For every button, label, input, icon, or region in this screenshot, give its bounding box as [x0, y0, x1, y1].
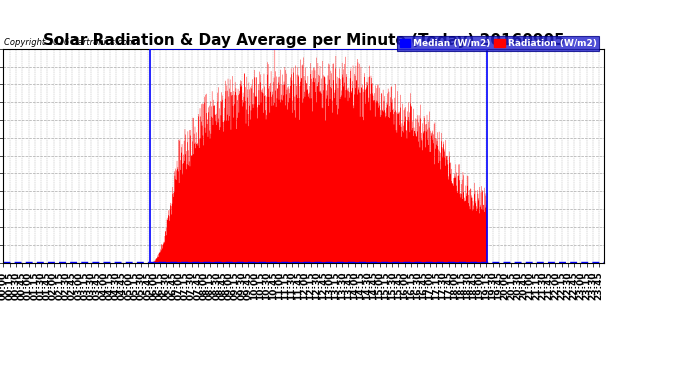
Text: Copyright 2016 Cartronics.com: Copyright 2016 Cartronics.com [4, 38, 135, 46]
Title: Solar Radiation & Day Average per Minute (Today) 20160905: Solar Radiation & Day Average per Minute… [43, 33, 564, 48]
Legend: Median (W/m2), Radiation (W/m2): Median (W/m2), Radiation (W/m2) [397, 36, 599, 51]
Bar [150, 49, 486, 262]
